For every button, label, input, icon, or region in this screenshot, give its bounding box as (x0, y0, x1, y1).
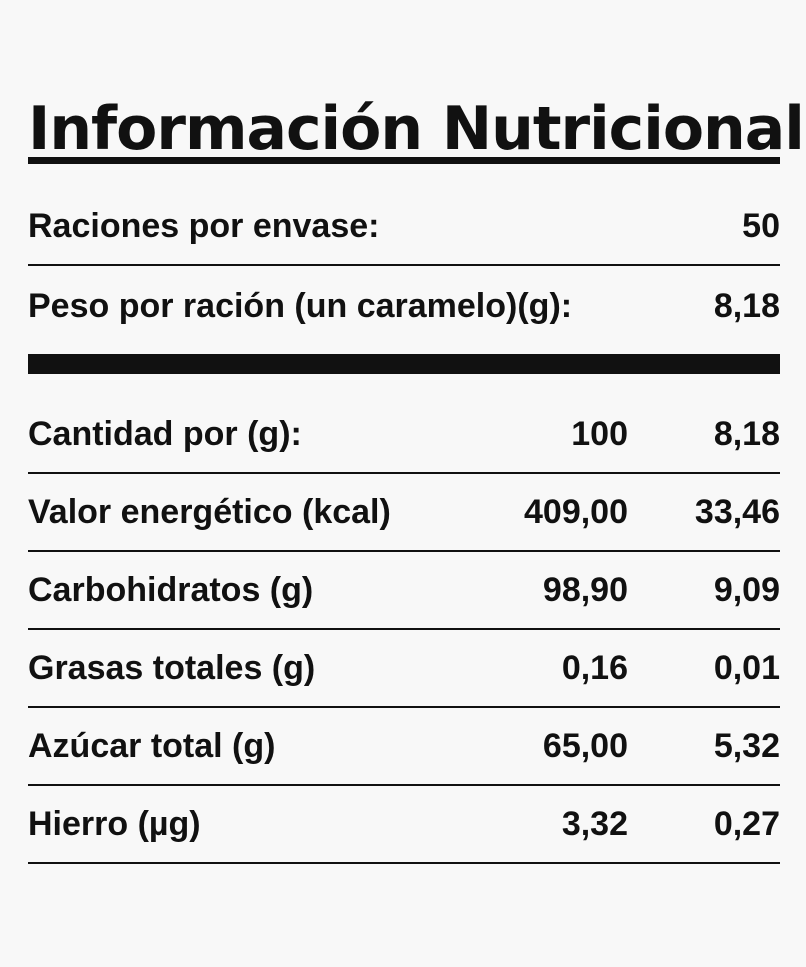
section-divider-thick (28, 354, 780, 374)
nutrient-per-100: 3,32 (561, 805, 628, 843)
serving-weight-label: Peso por ración (un caramelo)(g): (28, 287, 573, 325)
nutrient-label: Grasas totales (g) (28, 649, 316, 687)
nutrient-label: Valor energético (kcal) (28, 493, 391, 531)
row-divider (28, 862, 780, 864)
title-underline (28, 157, 780, 164)
nutrient-per-100: 0,16 (561, 649, 628, 687)
row-divider (28, 784, 780, 786)
nutrient-per-100: 409,00 (524, 493, 628, 531)
servings-per-container-label: Raciones por envase: (28, 207, 380, 245)
table-row-total-sugar: Azúcar total (g) 65,00 5,32 (28, 708, 780, 786)
table-row-carbohydrates: Carbohidratos (g) 98,90 9,09 (28, 552, 780, 630)
nutrient-per-portion: 9,09 (713, 571, 780, 609)
table-row-energy: Valor energético (kcal) 409,00 33,46 (28, 474, 780, 552)
row-divider (28, 628, 780, 630)
nutrient-per-portion: 0,27 (713, 805, 780, 843)
label-title: Información Nutricional (28, 94, 805, 164)
amount-per-label: Cantidad por (g): (28, 415, 302, 453)
per-100-header: 100 (571, 415, 628, 453)
table-row-total-fat: Grasas totales (g) 0,16 0,01 (28, 630, 780, 708)
table-header-row: Cantidad por (g): 100 8,18 (28, 396, 780, 474)
per-portion-header: 8,18 (713, 415, 780, 453)
nutrient-per-100: 98,90 (542, 571, 628, 609)
serving-weight-value: 8,18 (713, 287, 780, 325)
nutrient-per-portion: 0,01 (713, 649, 780, 687)
nutrient-per-100: 65,00 (542, 727, 628, 765)
row-divider (28, 472, 780, 474)
nutrient-label: Carbohidratos (g) (28, 571, 314, 609)
row-divider (28, 706, 780, 708)
servings-per-container-value: 50 (742, 207, 780, 245)
row-divider (28, 550, 780, 552)
nutrient-label: Hierro (µg) (28, 805, 201, 843)
nutrient-per-portion: 33,46 (694, 493, 780, 531)
servings-per-container-row: Raciones por envase: 50 (28, 188, 780, 266)
nutrient-label: Azúcar total (g) (28, 727, 276, 765)
serving-weight-row: Peso por ración (un caramelo)(g): 8,18 (28, 268, 780, 348)
row-divider (28, 264, 780, 266)
table-row-iron: Hierro (µg) 3,32 0,27 (28, 786, 780, 864)
nutrient-per-portion: 5,32 (713, 727, 780, 765)
